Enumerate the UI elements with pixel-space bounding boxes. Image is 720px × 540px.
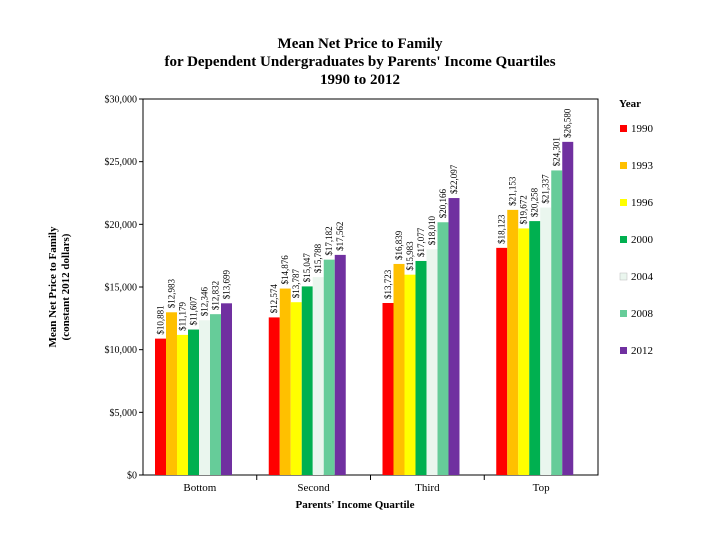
legend-swatch-2004 [619,272,628,281]
bar-2004-second [312,277,324,475]
legend-title: Year [619,98,641,110]
x-category-label: Second [297,482,330,494]
data-label: $17,562 [335,222,345,251]
data-label: $18,010 [427,216,437,246]
legend-label-1996: 1996 [631,197,654,209]
data-label: $10,881 [156,305,166,334]
bar-2000-third [415,260,427,475]
data-label: $15,047 [302,253,312,283]
y-axis-title-line-1: Mean Net Price to Family [47,226,59,347]
bar-1993-bottom [166,312,177,475]
legend: 1990 1993 1996 2000 2004 2008 2012 [619,123,654,357]
bar-2000-top [529,221,541,475]
data-label: $18,123 [497,214,507,244]
data-label: $11,607 [189,296,199,325]
bar-1990-second [268,317,280,475]
bar-1993-second [279,288,291,475]
bar-2012-bottom [221,303,232,475]
data-label: $14,876 [280,255,290,285]
legend-swatch-2008 [620,310,627,317]
legend-label-2000: 2000 [631,234,654,246]
bar-1996-top [518,228,530,475]
data-label: $13,699 [222,270,232,300]
data-label: $11,179 [178,301,188,330]
data-label: $21,153 [508,176,518,206]
bar-2012-third [448,198,460,475]
data-label: $12,346 [200,287,210,317]
bar-1990-top [496,247,508,475]
data-label: $15,788 [313,243,323,273]
y-tick-label: $15,000 [105,283,138,294]
data-label: $13,723 [383,269,393,299]
chart-title-line-3: 1990 to 2012 [320,72,400,88]
data-label: $24,301 [552,137,562,166]
bar-2000-second [301,286,313,475]
legend-label-2012: 2012 [631,345,653,357]
data-label: $17,077 [416,227,426,257]
y-tick-label: $30,000 [105,95,138,106]
chart-title-line-2: for Dependent Undergraduates by Parents'… [164,54,555,70]
y-tick-label: $20,000 [105,220,138,231]
data-label: $17,182 [324,226,334,255]
legend-swatch-2000 [620,236,627,243]
x-category-label: Top [533,482,550,494]
data-label: $22,097 [449,164,459,194]
bar-1996-bottom [177,334,188,475]
data-label: $12,832 [211,281,221,310]
y-tick-label: $25,000 [105,157,138,168]
y-tick-label: $0 [127,471,137,482]
bar-1996-third [404,274,416,475]
bar-1990-bottom [155,338,166,475]
legend-label-1993: 1993 [631,160,654,172]
data-label: $12,574 [269,284,279,314]
y-tick-label: $5,000 [110,408,138,419]
bar-2012-second [334,254,346,475]
x-category-label: Bottom [183,482,216,494]
legend-label-2008: 2008 [631,308,654,320]
bar-1990-third [382,303,394,475]
x-axis-title: Parents' Income Quartile [296,499,415,511]
legend-swatch-1990 [620,125,627,132]
bar-2008-top [551,170,563,475]
data-label: $13,787 [291,268,301,298]
bar-2008-third [437,222,449,475]
data-label: $20,258 [530,187,540,217]
bar-1996-second [290,302,302,475]
bar-2008-second [323,259,335,475]
bar-2012-top [562,141,574,475]
bar-2008-bottom [210,314,221,475]
legend-swatch-1996 [620,199,627,206]
data-label: $21,337 [541,174,551,204]
legend-label-2004: 2004 [631,271,654,283]
bar-2004-third [426,249,438,475]
legend-swatch-1993 [620,162,627,169]
data-label: $15,983 [405,241,415,271]
data-label: $19,672 [519,195,529,224]
data-label: $20,166 [438,189,448,219]
x-category-label: Third [415,482,440,494]
bar-1993-third [393,263,405,475]
bar-2004-top [540,207,552,475]
y-tick-label: $10,000 [105,345,138,356]
chart-title-line-1: Mean Net Price to Family [278,36,443,52]
data-label: $16,839 [394,230,404,260]
legend-swatch-2012 [620,347,627,354]
legend-label-1990: 1990 [631,123,654,135]
y-axis-title-line-2: (constant 2012 dollars) [60,233,72,340]
bar-2000-bottom [188,329,199,475]
bar-2004-bottom [199,320,210,475]
data-label: $26,580 [563,108,573,138]
bar-1993-top [507,209,519,476]
data-label: $12,983 [167,279,177,309]
